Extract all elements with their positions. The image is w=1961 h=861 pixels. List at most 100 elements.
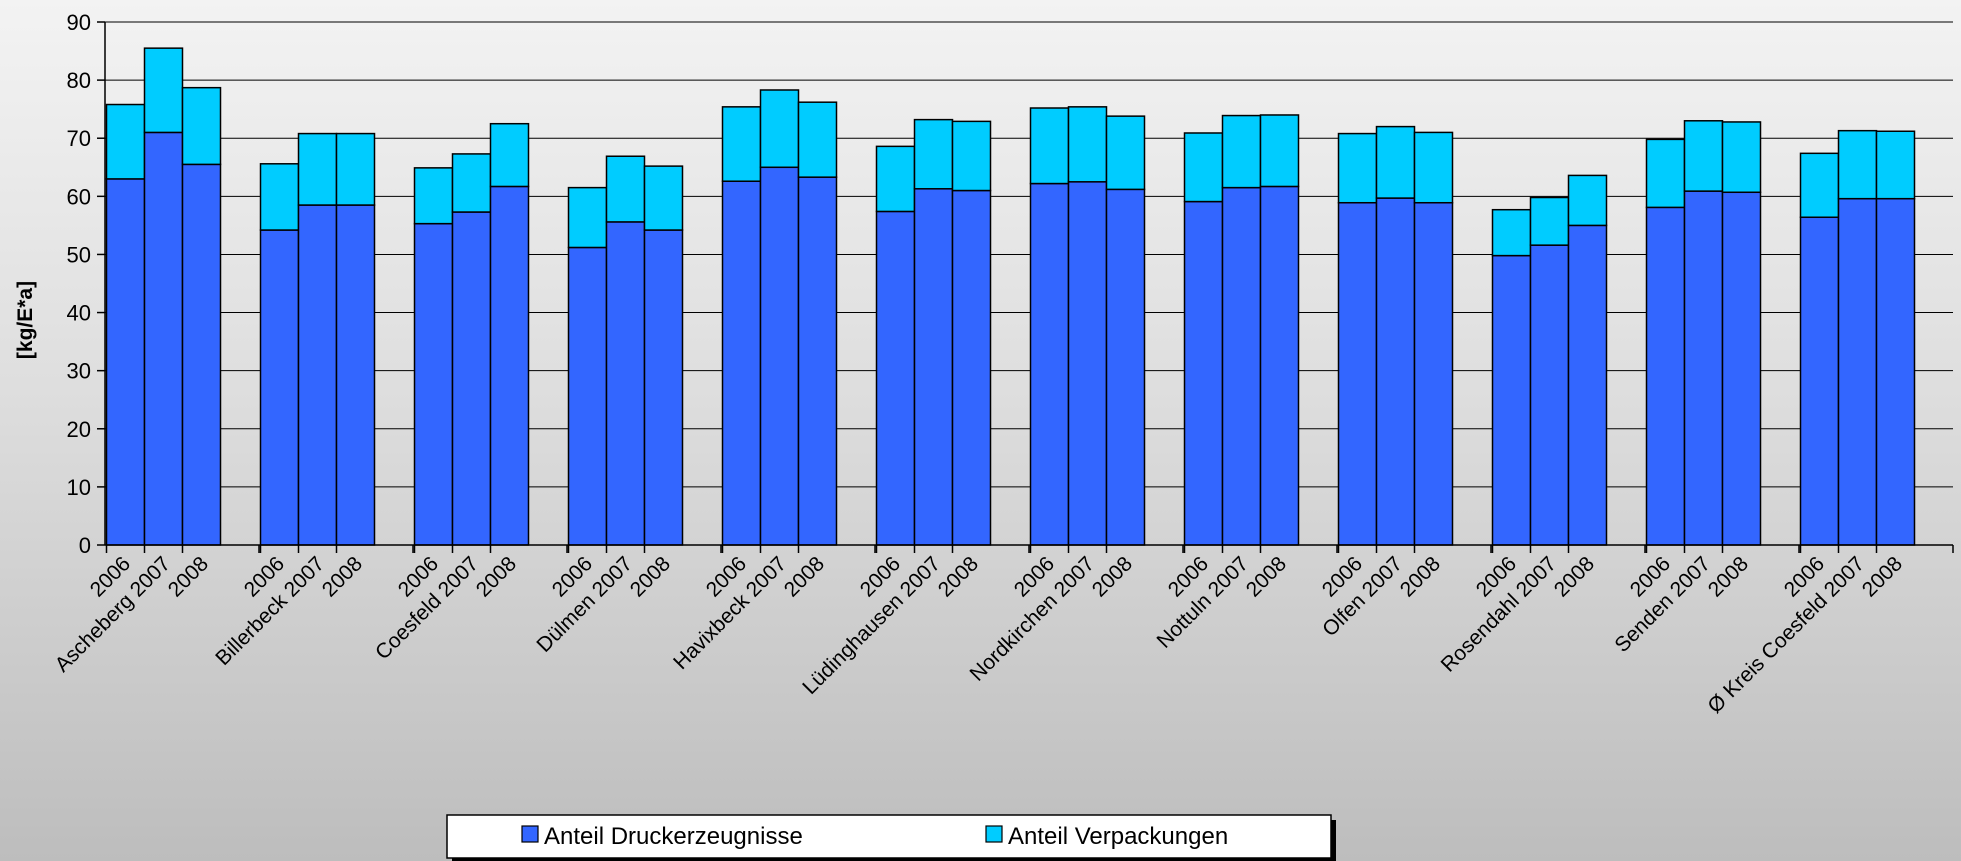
bar-druck-11-2006 [1799,216,1840,546]
bar-verpack-2-2006 [413,167,454,225]
x-label-10-2: 2008 [1704,552,1753,601]
legend-swatch-druck [521,825,539,843]
bar-druck-7-2007 [1221,186,1262,546]
bar-verpack-9-2006 [1491,208,1532,257]
legend-box [446,814,1332,859]
bar-verpack-0-2006 [105,103,146,180]
bar-druck-2-2008 [489,185,530,546]
legend: Anteil Druckerzeugnisse Anteil Verpackun… [446,814,1336,861]
bar-verpack-2-2007 [451,153,492,213]
bar-druck-6-2007 [1067,181,1108,546]
legend-label-druck: Anteil Druckerzeugnisse [544,823,803,850]
bar-druck-8-2008 [1413,201,1454,546]
bar-druck-8-2007 [1375,197,1416,546]
x-label-6-2: 2008 [1088,552,1137,601]
bar-verpack-8-2008 [1413,131,1454,204]
bar-verpack-3-2007 [605,155,646,223]
bar-verpack-5-2008 [951,120,992,192]
y-tick-label-30: 30 [67,359,91,384]
bar-druck-10-2006 [1645,206,1686,546]
y-tick-label-40: 40 [67,301,91,326]
x-label-9-2: 2008 [1550,552,1599,601]
bar-verpack-4-2008 [797,101,838,178]
y-axis-title: [kg/E*a] [14,281,37,359]
legend-swatch-verpack [985,825,1003,843]
legend-label-verpack: Anteil Verpackungen [1008,823,1228,850]
gridlines [105,21,1953,546]
bar-verpack-9-2008 [1567,174,1608,227]
y-tick-label-0: 0 [79,533,91,558]
bar-verpack-10-2008 [1721,121,1762,194]
bar-verpack-0-2008 [181,86,222,166]
bar-druck-11-2008 [1875,197,1916,546]
bar-druck-0-2008 [181,163,222,546]
bar-druck-1-2008 [335,204,376,546]
axes [97,21,1954,553]
bar-druck-7-2008 [1259,185,1300,546]
bar-druck-9-2007 [1529,244,1570,546]
x-label-2-2: 2008 [472,552,521,601]
bar-druck-5-2007 [913,188,954,546]
bar-druck-4-2008 [797,176,838,546]
bar-druck-3-2008 [643,229,684,546]
bar-druck-9-2008 [1567,224,1608,546]
bar-druck-10-2008 [1721,191,1762,546]
bar-verpack-3-2008 [643,165,684,231]
bar-verpack-2-2008 [489,122,530,188]
y-tick-labels: 0 10 20 30 40 50 60 70 80 90 [67,10,91,558]
bar-verpack-3-2006 [567,186,608,249]
y-tick-label-70: 70 [67,126,91,151]
bar-verpack-6-2008 [1105,115,1146,191]
bar-verpack-5-2006 [875,145,916,213]
x-label-0-2: 2008 [164,552,213,601]
y-tick-label-10: 10 [67,475,91,500]
bar-verpack-6-2006 [1029,107,1070,185]
bar-verpack-8-2006 [1337,132,1378,204]
bar-verpack-1-2006 [259,163,300,231]
bar-druck-10-2007 [1683,190,1724,546]
x-label-4-2: 2008 [780,552,829,601]
bar-druck-5-2008 [951,189,992,546]
bar-verpack-8-2007 [1375,125,1416,199]
bar-druck-5-2006 [875,210,916,546]
bar-druck-8-2006 [1337,201,1378,546]
bar-druck-4-2006 [721,180,762,546]
bar-verpack-5-2007 [913,118,954,190]
x-label-11-2: 2008 [1858,552,1907,601]
bar-druck-2-2007 [451,211,492,546]
bar-druck-2-2006 [413,222,454,546]
bar-verpack-7-2008 [1259,114,1300,188]
y-tick-label-90: 90 [67,10,91,35]
bar-verpack-4-2006 [721,106,762,182]
bar-druck-3-2006 [567,246,608,546]
y-tick-label-20: 20 [67,417,91,442]
bar-verpack-7-2007 [1221,114,1262,189]
x-label-7-2: 2008 [1242,552,1291,601]
bar-druck-7-2006 [1183,200,1224,546]
bar-druck-3-2007 [605,221,646,546]
x-label-8-2: 2008 [1396,552,1445,601]
bars [105,47,1916,546]
bar-verpack-10-2007 [1683,120,1724,192]
bar-druck-6-2006 [1029,182,1070,546]
bar-verpack-7-2006 [1183,132,1224,203]
bar-verpack-10-2006 [1645,138,1686,209]
y-tick-label-50: 50 [67,242,91,267]
bar-verpack-11-2007 [1837,129,1878,200]
bar-verpack-4-2007 [759,89,800,169]
bar-druck-6-2008 [1105,188,1146,546]
bar-verpack-0-2007 [143,47,184,134]
bar-verpack-6-2007 [1067,106,1108,183]
y-tick-label-80: 80 [67,68,91,93]
bar-druck-9-2006 [1491,254,1532,546]
bar-druck-1-2006 [259,229,300,546]
bar-verpack-11-2006 [1799,152,1840,219]
bar-verpack-11-2008 [1875,130,1916,200]
bar-verpack-1-2007 [297,132,338,206]
y-tick-label-60: 60 [67,184,91,209]
bar-verpack-1-2008 [335,132,376,206]
x-label-1-2: 2008 [318,552,367,601]
bar-druck-0-2007 [143,131,184,546]
